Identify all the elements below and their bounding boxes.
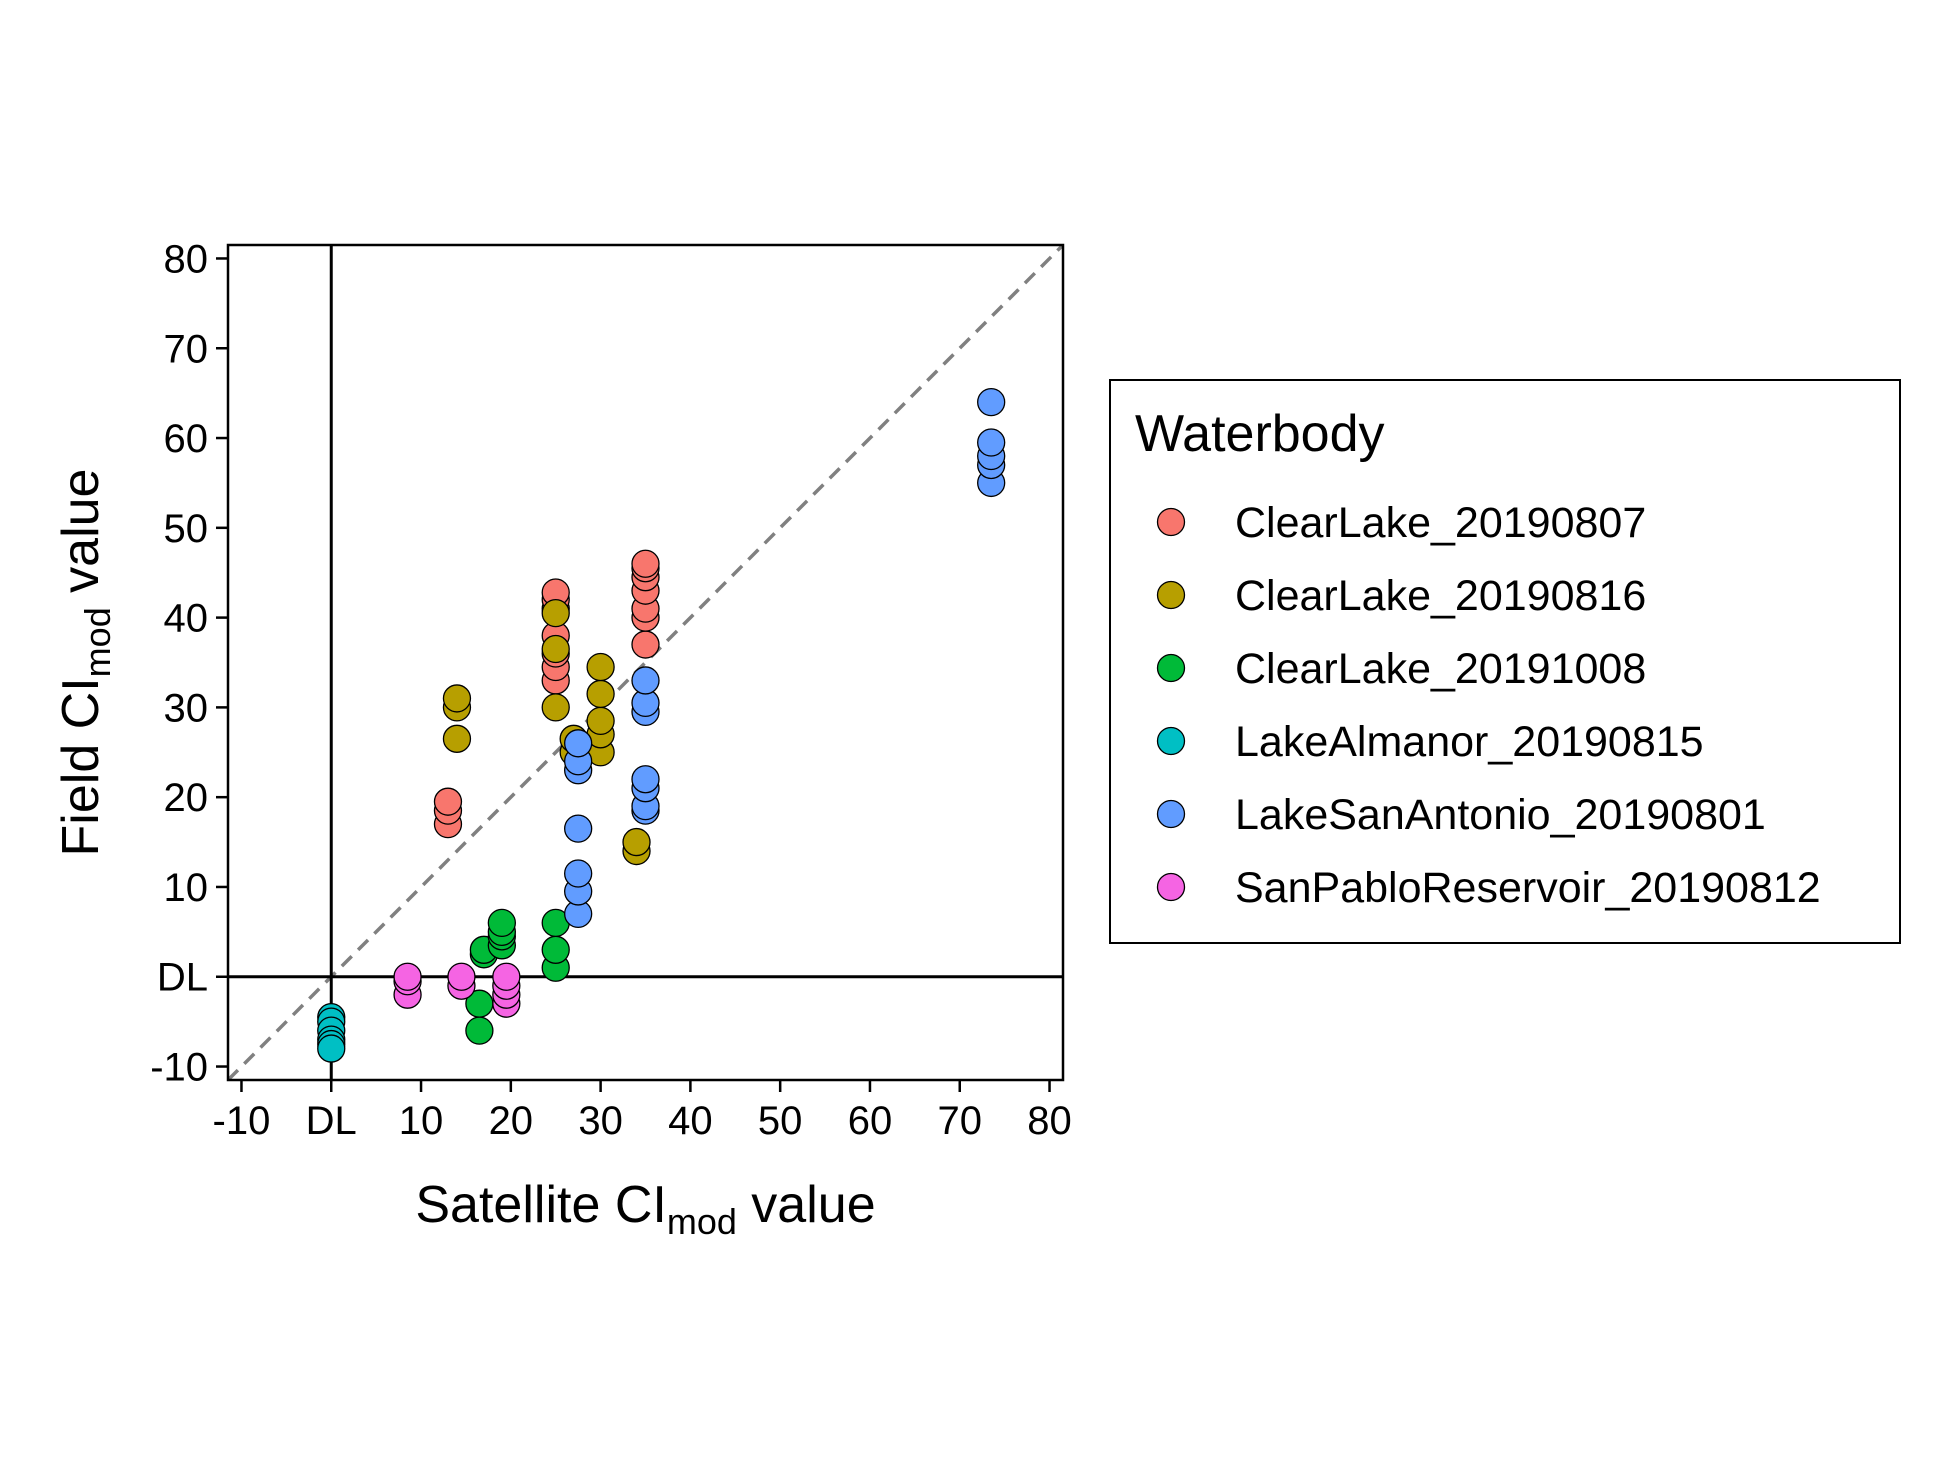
y-tick-label: -10 [150, 1046, 208, 1090]
x-tick-label: 80 [1027, 1099, 1072, 1143]
legend-key [1156, 580, 1186, 610]
x-tick-label: 70 [937, 1099, 982, 1143]
data-point [631, 666, 660, 695]
y-tick-label: 70 [164, 327, 209, 371]
data-point [465, 1016, 494, 1045]
legend-key [1156, 726, 1186, 756]
legend-label: SanPabloReservoir_20190812 [1235, 864, 1821, 912]
plot-border [226, 243, 1065, 1082]
legend-label: ClearLake_20191008 [1235, 645, 1646, 693]
data-point [541, 693, 570, 722]
data-point [586, 706, 615, 736]
data-point [977, 428, 1006, 457]
x-tick-label: 10 [399, 1099, 444, 1143]
y-tick-label: 30 [164, 686, 209, 730]
x-tick-label: DL [306, 1099, 357, 1143]
x-tick-label: 30 [578, 1099, 623, 1143]
data-point [317, 1034, 346, 1063]
legend: Waterbody ClearLake_20190807 ClearLake_201… [1109, 379, 1901, 944]
data-point [586, 652, 615, 682]
data-point [541, 634, 570, 664]
x-tick-label: 60 [848, 1099, 893, 1143]
y-axis-title: Field CImod value [52, 469, 118, 857]
legend-label: ClearLake_20190816 [1235, 572, 1646, 620]
legend-key [1156, 507, 1186, 537]
data-point [447, 962, 476, 991]
data-point [631, 630, 660, 659]
identity-line [228, 245, 1063, 1080]
data-point [586, 679, 615, 709]
x-tick-label: 20 [489, 1099, 534, 1143]
y-tick-label: DL [157, 956, 208, 1000]
data-point [541, 935, 570, 964]
legend-key [1156, 799, 1186, 829]
legend-label: ClearLake_20190807 [1235, 499, 1646, 547]
data-point [564, 859, 593, 888]
data-point [977, 387, 1006, 417]
y-tick-label: 60 [164, 417, 209, 461]
data-point [442, 684, 472, 713]
legend-label: LakeSanAntonio_20190801 [1235, 791, 1766, 839]
axis-ticks: -10 DL 10 20 30 40 50 60 70 80 -10 DL 10 20 30 40 50 60 70… [150, 237, 1072, 1143]
data-point [393, 962, 422, 991]
data-point [433, 787, 463, 816]
plot-frame [226, 243, 1065, 1082]
data-point [564, 814, 593, 843]
y-tick-label: 50 [164, 507, 209, 551]
legend-title: Waterbody [1135, 405, 1385, 463]
x-tick-label: 50 [758, 1099, 803, 1143]
data-point [541, 598, 570, 628]
x-tick-label: -10 [213, 1099, 271, 1143]
data-points [317, 387, 1006, 1063]
data-point [622, 827, 651, 857]
data-point [631, 549, 660, 578]
reference-lines [228, 245, 1063, 1080]
y-tick-label: 40 [164, 597, 209, 641]
axis-titles: Satellite CImod value Field CImod value [52, 469, 876, 1242]
data-point [442, 724, 472, 753]
data-point [564, 729, 593, 758]
x-axis-title: Satellite CImod value [415, 1176, 875, 1242]
data-point [487, 908, 516, 938]
legend-label: LakeAlmanor_20190815 [1235, 718, 1704, 766]
y-tick-label: 80 [164, 237, 209, 281]
data-point [492, 962, 521, 991]
legend-key [1156, 872, 1186, 902]
y-tick-label: 20 [164, 776, 209, 820]
x-tick-label: 40 [668, 1099, 713, 1143]
data-point [631, 765, 660, 794]
legend-key [1156, 653, 1186, 683]
legend-box [1109, 379, 1901, 944]
y-tick-label: 10 [164, 866, 209, 910]
